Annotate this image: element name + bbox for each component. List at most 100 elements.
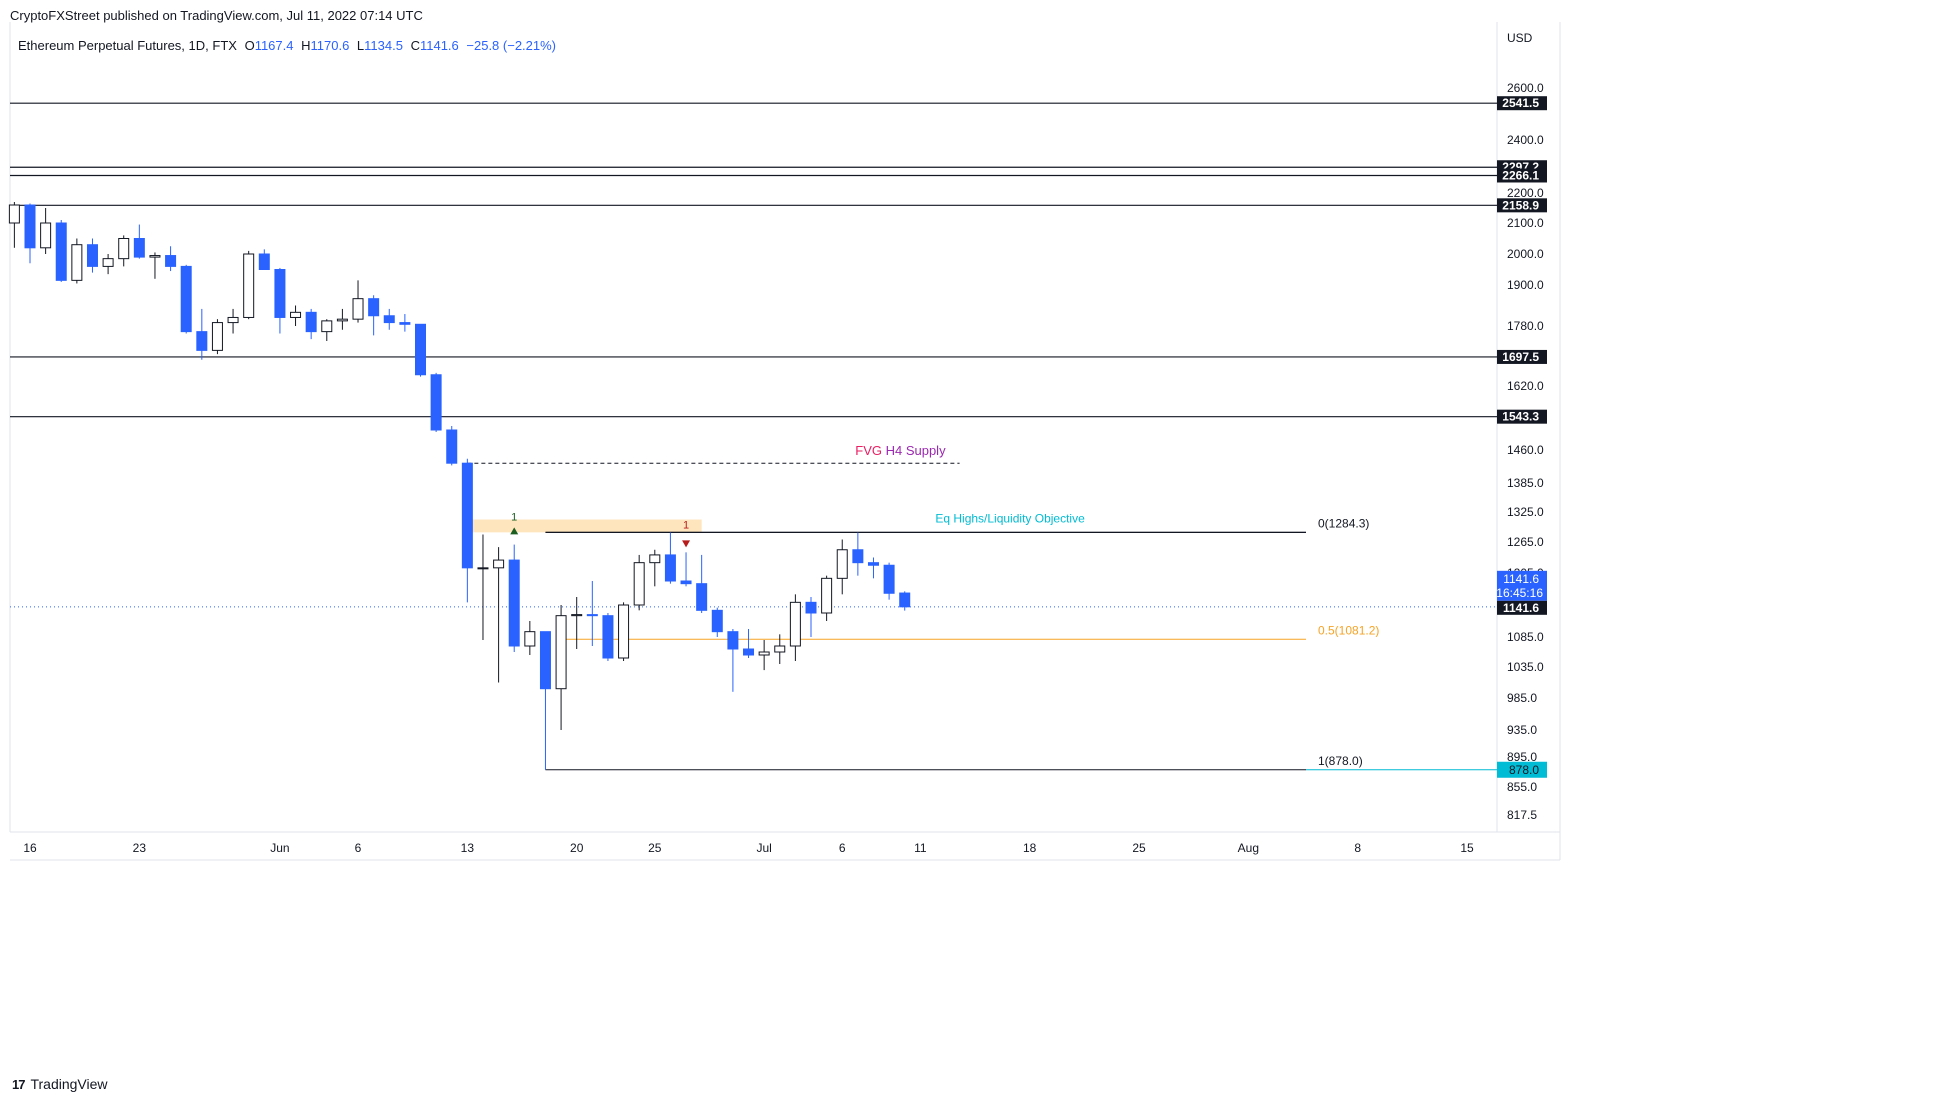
candle-body-bear [399, 322, 411, 325]
candle-body-bull [336, 318, 348, 322]
candle-body-bull [774, 645, 786, 653]
symbol-legend: Ethereum Perpetual Futures, 1D, FTX O116… [18, 38, 556, 53]
candle-body-bear [305, 311, 317, 333]
down-arrow-marker-icon [682, 540, 691, 548]
currency-label: USD [1507, 31, 1533, 45]
candle-body-bear [727, 631, 739, 650]
publisher-caption: CryptoFXStreet published on TradingView.… [10, 8, 423, 23]
bar-countdown: 16:45:16 [1496, 586, 1543, 600]
close-value: 1141.6 [419, 38, 459, 53]
candle-body-bear [696, 583, 708, 611]
y-tick-label: 1085.0 [1507, 630, 1544, 644]
candle-body-bull [555, 615, 567, 690]
x-tick-label: 23 [133, 841, 147, 855]
candle-body-bear [539, 631, 551, 690]
close-label: C [410, 38, 420, 53]
candle-body-bull [758, 651, 770, 656]
x-tick-label: 20 [570, 841, 584, 855]
candle-body-bull [524, 631, 536, 647]
candle-body-bull [649, 554, 661, 564]
x-tick-label: 16 [23, 841, 37, 855]
close-price-badge [1497, 600, 1547, 615]
tradingview-logo-icon: 17 [12, 1076, 26, 1092]
y-tick-label: 2000.0 [1507, 247, 1544, 261]
fvg-supply-label: FVG H4 Supply [855, 443, 946, 458]
candle-body-bear [24, 204, 36, 249]
x-tick-label: 13 [461, 841, 475, 855]
key-level-label: 2266.1 [1502, 168, 1539, 182]
candle-body-bear [743, 648, 755, 656]
x-tick-label: 25 [648, 841, 662, 855]
candle-body-bear [383, 315, 395, 324]
symbol-name: Ethereum Perpetual Futures, 1D, FTX [18, 38, 237, 53]
tradingview-brand: TradingView [30, 1076, 108, 1092]
footer-branding: 17 TradingView [12, 1076, 108, 1092]
y-tick-label: 1385.0 [1507, 476, 1544, 490]
candle-body-bear [446, 429, 458, 464]
candle-body-bull [243, 253, 255, 318]
x-tick-label: Jun [270, 841, 289, 855]
x-tick-label: 8 [1354, 841, 1361, 855]
x-tick-label: 18 [1023, 841, 1037, 855]
y-tick-label: 985.0 [1507, 691, 1537, 705]
candle-body-bull [633, 562, 645, 606]
candle-body-bull [352, 298, 364, 320]
supply-zone [467, 519, 702, 533]
y-tick-label: 1780.0 [1507, 319, 1544, 333]
key-level-label: 2158.9 [1502, 198, 1539, 212]
y-tick-label: 1265.0 [1507, 535, 1544, 549]
candle-body-bear [86, 244, 98, 267]
change-value: −25.8 (−2.21%) [466, 38, 557, 53]
up-arrow-marker-icon [510, 527, 519, 535]
high-value: 1170.6 [310, 38, 350, 53]
candle-body-bear [586, 614, 598, 617]
y-tick-label: 2400.0 [1507, 133, 1544, 147]
candle-body-bear [664, 554, 676, 582]
candle-body-bull [227, 316, 239, 324]
key-level-badge [1497, 168, 1547, 183]
fvg-label-part: FVG [855, 443, 885, 458]
candle-body-bear [165, 255, 177, 267]
candle-body-bull [821, 577, 833, 614]
candle-body-bull [71, 244, 83, 281]
candle-body-bull [571, 614, 583, 617]
candle-body-bull [290, 311, 302, 318]
candle-body-bull [8, 204, 20, 224]
y-tick-label: 895.0 [1507, 750, 1537, 764]
key-level-label: 1543.3 [1502, 410, 1539, 424]
x-tick-label: 15 [1460, 841, 1474, 855]
candle-body-bull [102, 258, 114, 267]
candle-body-bear [274, 269, 286, 318]
fib-level-label: 1(878.0) [1318, 754, 1363, 768]
candle-body-bear [461, 462, 473, 569]
down-marker-label: 1 [683, 519, 689, 531]
low-label: L [356, 38, 365, 53]
supply-label-part: H4 Supply [886, 443, 946, 458]
candle-body-bear [430, 374, 442, 431]
open-label: O [244, 38, 255, 53]
candle-body-bear [602, 615, 614, 659]
fib-level-label: 0.5(1081.2) [1318, 623, 1379, 637]
x-tick-label: 6 [355, 841, 362, 855]
candle-body-bear [368, 298, 380, 317]
candle-body-bear [852, 549, 864, 564]
candle-body-bull [618, 604, 630, 659]
x-tick-label: Aug [1238, 841, 1259, 855]
candle-body-bear [508, 559, 520, 647]
high-label: H [301, 38, 311, 53]
candle-body-bull [211, 322, 223, 351]
last-price-value: 1141.6 [1503, 572, 1539, 586]
candle-body-bear [133, 238, 145, 258]
candle-body-bull [477, 567, 489, 570]
x-tick-label: 6 [839, 841, 846, 855]
candle-body-bull [836, 549, 848, 579]
key-level-badge [1497, 409, 1547, 424]
candle-body-bull [118, 238, 130, 260]
x-tick-label: Jul [756, 841, 771, 855]
y-tick-label: 1035.0 [1507, 660, 1544, 674]
y-tick-label: 2600.0 [1507, 81, 1544, 95]
x-tick-label: 11 [914, 841, 927, 855]
candle-body-bull [149, 255, 161, 258]
key-level-label: 1697.5 [1502, 350, 1539, 364]
